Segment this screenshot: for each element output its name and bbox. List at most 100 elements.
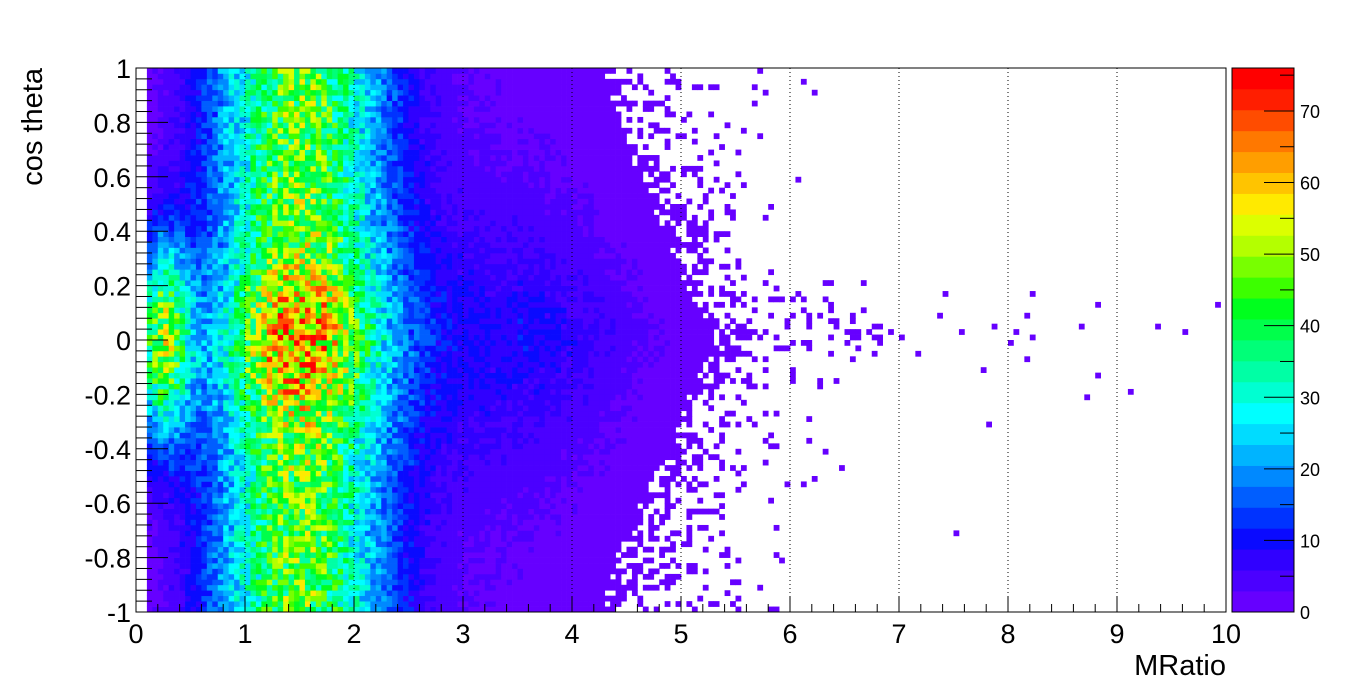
- heatmap-cell: [397, 497, 404, 504]
- heatmap-cell: [195, 497, 202, 504]
- heatmap-cell: [261, 160, 268, 167]
- heatmap-cell: [234, 579, 240, 586]
- heatmap-cell: [185, 116, 191, 123]
- heatmap-cell: [146, 394, 153, 401]
- heatmap-cell: [343, 405, 349, 412]
- heatmap-cell: [332, 280, 338, 286]
- heatmap-cell: [370, 269, 377, 276]
- heatmap-cell: [392, 345, 398, 352]
- heatmap-cell: [239, 378, 246, 384]
- heatmap-cell: [381, 73, 388, 80]
- heatmap-cell: [250, 149, 257, 156]
- heatmap-cell: [212, 106, 219, 112]
- heatmap-cell: [234, 291, 240, 297]
- heatmap-cell: [190, 367, 197, 373]
- heatmap-cell: [179, 410, 186, 417]
- heatmap-cell: [364, 448, 371, 455]
- heatmap-cell: [348, 329, 355, 335]
- heatmap-cell: [163, 155, 170, 161]
- heatmap-cell: [201, 557, 208, 564]
- heatmap-cell: [381, 508, 388, 515]
- heatmap-cell: [304, 410, 311, 417]
- heatmap-cell: [288, 481, 295, 488]
- heatmap-cell: [163, 280, 170, 286]
- heatmap-cell: [152, 274, 159, 281]
- heatmap-cell: [250, 176, 257, 183]
- heatmap-cell: [277, 329, 284, 335]
- heatmap-cell: [239, 95, 246, 101]
- heatmap-cell: [397, 388, 404, 395]
- heatmap-cell: [364, 269, 371, 276]
- heatmap-cell: [272, 323, 279, 330]
- heatmap-cell: [277, 399, 284, 406]
- heatmap-cell: [321, 225, 328, 232]
- heatmap-cell: [234, 481, 240, 488]
- heatmap-cell: [277, 443, 284, 450]
- heatmap-cell: [315, 590, 322, 597]
- heatmap-cell: [185, 595, 191, 602]
- heatmap-cell: [261, 410, 268, 417]
- heatmap-cell: [217, 492, 224, 499]
- heatmap-cell: [272, 334, 279, 341]
- heatmap-cell: [266, 421, 273, 428]
- heatmap-cell: [392, 258, 398, 265]
- heatmap-cell: [255, 127, 262, 134]
- heatmap-cell: [277, 519, 284, 526]
- heatmap-cell: [201, 318, 208, 325]
- heatmap-cell: [239, 160, 246, 167]
- heatmap-cell: [337, 410, 344, 417]
- heatmap-cell: [413, 399, 420, 406]
- heatmap-cell: [397, 318, 404, 325]
- heatmap-cell: [206, 416, 213, 422]
- heatmap-cell: [294, 111, 300, 118]
- heatmap-cell: [299, 160, 306, 167]
- heatmap-cell: [163, 399, 170, 406]
- heatmap-cell: [277, 133, 284, 140]
- heatmap-cell: [266, 356, 273, 363]
- heatmap-cell: [261, 116, 268, 123]
- heatmap-cell: [413, 89, 420, 96]
- heatmap-cell: [234, 530, 240, 537]
- heatmap-cell: [299, 84, 306, 91]
- heatmap-cell: [250, 492, 257, 499]
- heatmap-cell: [277, 481, 284, 488]
- heatmap-cell: [408, 552, 415, 558]
- heatmap-cell: [381, 247, 388, 254]
- heatmap-cell: [288, 584, 295, 591]
- heatmap-cell: [206, 144, 213, 150]
- heatmap-cell: [223, 345, 229, 352]
- heatmap-cell: [364, 171, 371, 178]
- heatmap-cell: [272, 606, 279, 613]
- heatmap-cell: [337, 486, 344, 493]
- heatmap-cell: [386, 481, 393, 488]
- heatmap-cell: [348, 247, 355, 254]
- heatmap-cell: [277, 421, 284, 428]
- heatmap-cell: [217, 95, 224, 101]
- heatmap-cell: [413, 329, 420, 335]
- heatmap-cell: [403, 214, 409, 221]
- heatmap-cell: [403, 247, 409, 254]
- heatmap-cell: [212, 263, 219, 270]
- heatmap-cell: [381, 350, 388, 357]
- heatmap-cell: [348, 448, 355, 455]
- heatmap-cell: [364, 340, 371, 346]
- heatmap-cell: [294, 209, 300, 216]
- heatmap-cell: [201, 486, 208, 493]
- heatmap-cell: [386, 465, 393, 471]
- heatmap-cell: [370, 329, 377, 335]
- heatmap-cell: [277, 405, 284, 412]
- heatmap-cell: [234, 89, 240, 96]
- heatmap-cell: [375, 231, 382, 237]
- heatmap-cell: [272, 573, 279, 580]
- heatmap-cell: [217, 231, 224, 237]
- heatmap-cell: [326, 606, 333, 613]
- heatmap-cell: [332, 274, 338, 281]
- heatmap-cell: [179, 546, 186, 553]
- heatmap-cell: [217, 530, 224, 537]
- heatmap-cell: [168, 361, 175, 368]
- heatmap-cell: [163, 269, 170, 276]
- heatmap-cell: [146, 138, 153, 145]
- heatmap-cell: [255, 601, 262, 607]
- heatmap-cell: [370, 236, 377, 243]
- heatmap-cell: [157, 584, 164, 591]
